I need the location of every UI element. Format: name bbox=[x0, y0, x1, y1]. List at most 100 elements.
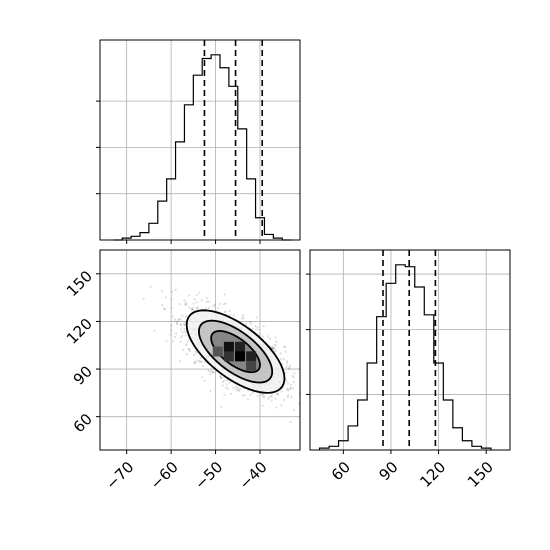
scatter-point bbox=[244, 323, 248, 326]
scatter-point bbox=[274, 336, 277, 339]
scatter-point bbox=[174, 332, 178, 335]
density-cell bbox=[246, 360, 257, 371]
scatter-point bbox=[142, 297, 145, 300]
histogram-y-frame bbox=[309, 249, 511, 451]
scatter-point bbox=[283, 398, 286, 402]
scatter-point bbox=[195, 293, 198, 297]
scatter-point bbox=[194, 361, 197, 364]
scatter-point bbox=[277, 392, 280, 395]
scatter-point bbox=[260, 393, 264, 396]
scatter-point bbox=[286, 387, 289, 390]
scatter-point bbox=[219, 375, 222, 378]
scatter-point bbox=[292, 376, 295, 379]
scatter-point bbox=[242, 316, 245, 319]
scatter-point bbox=[291, 374, 294, 378]
scatter-point bbox=[251, 327, 254, 330]
scatter-point bbox=[249, 393, 252, 396]
scatter-point bbox=[288, 366, 291, 370]
scatter-point bbox=[177, 318, 181, 321]
scatter-point bbox=[188, 350, 192, 353]
scatter-point bbox=[192, 361, 196, 365]
histogram-x-frame bbox=[99, 39, 301, 241]
density-cell bbox=[235, 341, 245, 352]
scatter-point bbox=[243, 394, 246, 397]
scatter-point bbox=[236, 389, 239, 392]
scatter-point bbox=[279, 352, 282, 355]
scatter-point bbox=[181, 314, 184, 317]
scatter-point bbox=[239, 388, 242, 391]
scatter-point bbox=[170, 307, 173, 310]
scatter-point bbox=[160, 290, 164, 293]
scatter-point bbox=[232, 386, 235, 389]
scatter-point bbox=[193, 353, 196, 356]
scatter-point bbox=[271, 345, 275, 348]
scatter-point bbox=[176, 322, 179, 325]
scatter-point bbox=[201, 376, 204, 379]
scatter-point bbox=[217, 306, 220, 309]
scatter-point bbox=[205, 297, 209, 300]
scatter-point bbox=[171, 315, 174, 318]
scatter-point bbox=[195, 306, 198, 309]
scatter-point bbox=[266, 335, 270, 338]
scatter-point bbox=[250, 322, 253, 325]
scatter-point bbox=[228, 381, 231, 384]
scatter-point bbox=[237, 389, 241, 393]
scatter-point bbox=[200, 360, 204, 363]
scatter-point bbox=[262, 325, 265, 328]
scatter-point bbox=[219, 377, 223, 380]
density-cell bbox=[223, 351, 234, 362]
scatter-point bbox=[184, 334, 187, 337]
scatter-point bbox=[272, 346, 275, 350]
scatter-point bbox=[176, 323, 179, 326]
scatter-point bbox=[171, 290, 174, 293]
scatter-point bbox=[223, 293, 226, 296]
scatter-point bbox=[220, 376, 223, 380]
scatter-point bbox=[177, 319, 180, 322]
scatter-point bbox=[212, 370, 215, 374]
scatter-point bbox=[212, 305, 215, 308]
scatter-point bbox=[226, 387, 230, 390]
scatter-point bbox=[270, 399, 273, 402]
density-cell bbox=[235, 351, 245, 362]
scatter-point bbox=[287, 394, 290, 397]
scatter-point bbox=[170, 298, 173, 301]
scatter-point bbox=[194, 350, 197, 353]
scatter-point bbox=[283, 345, 287, 348]
scatter-point bbox=[182, 348, 185, 352]
scatter-point bbox=[161, 304, 164, 307]
scatter-point bbox=[268, 396, 271, 399]
scatter-point bbox=[282, 358, 285, 361]
scatter-point bbox=[241, 317, 244, 320]
scatter-point bbox=[165, 339, 168, 343]
scatter-point bbox=[273, 343, 276, 346]
scatter-point bbox=[293, 372, 296, 375]
scatter-point bbox=[267, 397, 270, 401]
scatter-point bbox=[289, 386, 292, 389]
scatter-point bbox=[174, 318, 177, 321]
density-cell bbox=[246, 351, 257, 362]
scatter-point bbox=[185, 344, 188, 347]
scatter-point bbox=[174, 288, 177, 292]
scatter-point bbox=[203, 379, 206, 382]
scatter-point bbox=[224, 310, 227, 313]
scatter-point bbox=[286, 395, 290, 398]
scatter-point bbox=[185, 342, 188, 345]
scatter-point bbox=[251, 391, 255, 394]
scatter-point bbox=[223, 311, 226, 314]
scatter-point bbox=[187, 348, 191, 351]
histogram-x-step bbox=[113, 54, 292, 241]
scatter-point bbox=[179, 318, 182, 321]
scatter-point bbox=[204, 307, 208, 310]
scatter-point bbox=[221, 380, 225, 384]
scatter-point bbox=[190, 307, 193, 311]
scatter-point bbox=[209, 389, 212, 393]
scatter-point bbox=[224, 302, 227, 305]
scatter-point bbox=[286, 362, 289, 365]
scatter-point bbox=[290, 395, 293, 399]
scatter-point bbox=[289, 383, 293, 387]
scatter-point bbox=[213, 303, 216, 306]
scatter-point bbox=[181, 334, 184, 337]
scatter-point bbox=[188, 348, 191, 351]
